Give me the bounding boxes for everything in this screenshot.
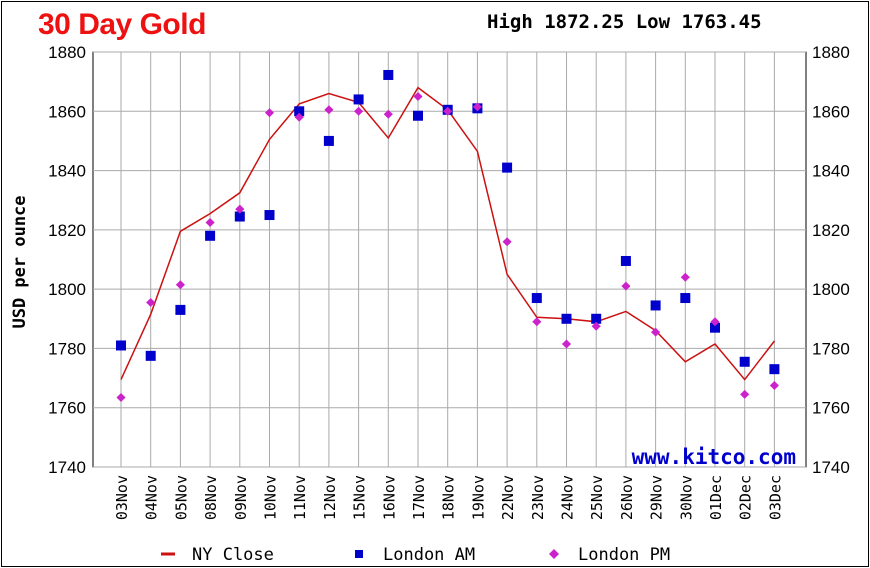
- point-london-am: [294, 106, 305, 117]
- y-tick-label-left: 1760: [48, 399, 86, 418]
- x-tick-label: 15Nov: [351, 475, 369, 520]
- legend: NY Close London AM London PM: [161, 545, 670, 565]
- x-tick-label: 30Nov: [677, 475, 695, 520]
- point-london-am: [353, 94, 364, 105]
- y-tick-label-right: 1860: [812, 102, 850, 121]
- point-london-am: [205, 230, 216, 241]
- y-tick-label-right: 1780: [812, 339, 850, 358]
- x-tick-label: 04Nov: [143, 475, 161, 520]
- x-tick-label: 26Nov: [618, 475, 636, 520]
- point-london-am: [650, 300, 661, 311]
- x-tick-label: 01Dec: [707, 475, 725, 520]
- point-london-am: [531, 293, 542, 304]
- point-london-am: [323, 135, 334, 146]
- point-london-am: [591, 313, 602, 324]
- y-tick-label-right: 1880: [812, 43, 850, 62]
- y-tick-label-right: 1740: [812, 458, 850, 477]
- chart-title: 30 Day Gold: [38, 8, 206, 41]
- legend-swatch-london-pm: [549, 549, 559, 559]
- x-tick-label: 03Nov: [113, 475, 131, 520]
- y-tick-label-left: 1740: [48, 458, 86, 477]
- point-london-am: [502, 162, 513, 173]
- point-london-am: [383, 69, 394, 80]
- point-london-am: [561, 313, 572, 324]
- legend-label: London AM: [383, 545, 475, 565]
- x-tick-label: 08Nov: [202, 475, 220, 520]
- x-tick-label: 19Nov: [469, 475, 487, 520]
- y-tick-label-right: 1800: [812, 280, 850, 299]
- y-tick-label-left: 1800: [48, 280, 86, 299]
- y-tick-label-left: 1820: [48, 221, 86, 240]
- x-tick-label: 02Dec: [737, 475, 755, 520]
- x-tick-label: 12Nov: [321, 475, 339, 520]
- x-tick-label: 10Nov: [262, 475, 280, 520]
- high-low-label: High 1872.25 Low 1763.45: [487, 11, 762, 33]
- point-london-am: [680, 293, 691, 304]
- legend-label: NY Close: [192, 545, 274, 565]
- plot-area: [92, 51, 807, 468]
- y-tick-label-left: 1780: [48, 339, 86, 358]
- x-tick-label: 29Nov: [648, 475, 666, 520]
- y-tick-label-right: 1760: [812, 399, 850, 418]
- point-london-am: [116, 340, 126, 351]
- point-london-am: [175, 304, 186, 315]
- x-tick-label: 25Nov: [588, 475, 606, 520]
- legend-swatch-london-am: [355, 550, 363, 558]
- x-tick-label: 11Nov: [291, 475, 309, 520]
- y-axis-label: USD per ounce: [10, 195, 30, 328]
- point-london-am: [710, 322, 720, 333]
- point-london-am: [145, 350, 156, 361]
- y-tick-label-left: 1840: [48, 162, 86, 181]
- x-tick-label: 09Nov: [232, 475, 250, 520]
- x-tick-label: 17Nov: [410, 475, 428, 520]
- y-tick-label-right: 1840: [812, 162, 850, 181]
- x-tick-label: 16Nov: [380, 475, 398, 520]
- point-london-am: [413, 110, 423, 121]
- x-tick-label: 23Nov: [529, 475, 547, 520]
- y-tick-label-right: 1820: [812, 221, 850, 240]
- y-tick-label-left: 1880: [48, 43, 86, 62]
- x-tick-label: 22Nov: [499, 475, 517, 520]
- point-london-am: [769, 364, 780, 375]
- legend-label: London PM: [578, 545, 670, 565]
- point-london-am: [234, 211, 245, 222]
- watermark-text: www.kitco.com: [632, 445, 796, 469]
- point-london-am: [739, 356, 750, 367]
- x-tick-label: 18Nov: [440, 475, 458, 520]
- x-tick-label: 03Dec: [766, 475, 784, 520]
- x-tick-label: 24Nov: [559, 475, 577, 520]
- point-london-am: [620, 255, 631, 266]
- point-london-am: [264, 210, 275, 221]
- x-tick-label: 05Nov: [172, 475, 190, 520]
- y-tick-label-left: 1860: [48, 102, 86, 121]
